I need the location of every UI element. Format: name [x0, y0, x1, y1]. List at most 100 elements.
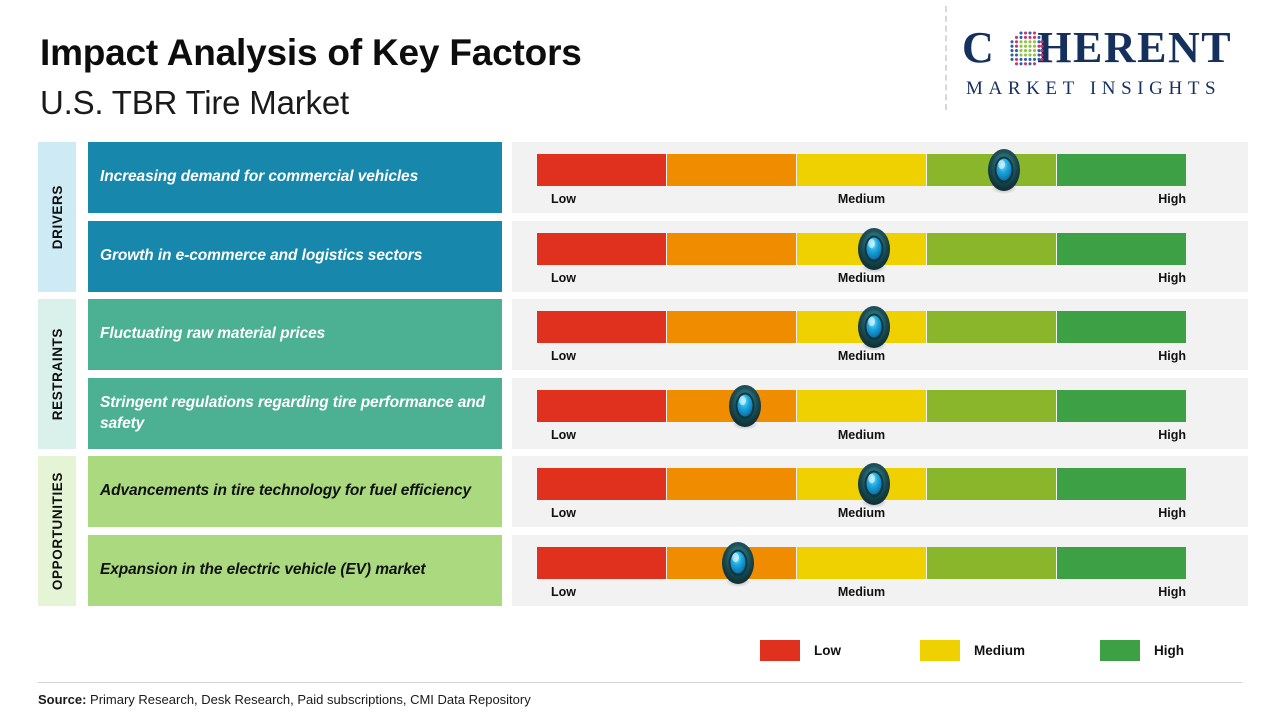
impact-matrix: DRIVERS RESTRAINTS OPPORTUNITIES Increasing…	[0, 132, 1280, 606]
gauge-tick-labels: Low Medium High	[537, 192, 1237, 212]
gauge-tick-labels: Low Medium High	[537, 428, 1237, 448]
impact-gauge: Low Medium High	[512, 456, 1248, 527]
gauge-segment-medium	[797, 154, 927, 186]
gauge-segment-low-medium	[667, 233, 797, 265]
legend-label: Low	[814, 643, 841, 658]
gauge-segment-medium	[797, 547, 927, 579]
header-divider	[945, 6, 947, 110]
logo-word-rest: HERENT	[1037, 23, 1233, 72]
table-row: Stringent regulations regarding tire per…	[0, 378, 1280, 449]
gauge-segment-medium-high	[927, 390, 1057, 422]
factor-box[interactable]: Stringent regulations regarding tire per…	[88, 378, 502, 449]
table-row: Advancements in tire technology for fuel…	[0, 456, 1280, 527]
gauge-scale-bar	[537, 547, 1186, 579]
impact-gauge: Low Medium High	[512, 142, 1248, 213]
impact-gauge: Low Medium High	[512, 378, 1248, 449]
page-title: Impact Analysis of Key Factors	[40, 32, 582, 73]
gauge-segment-low-medium	[667, 547, 797, 579]
legend: Low Medium High	[760, 640, 1220, 666]
factor-label: Increasing demand for commercial vehicle…	[100, 168, 419, 186]
gauge-tick-labels: Low Medium High	[537, 349, 1237, 369]
factor-box[interactable]: Expansion in the electric vehicle (EV) m…	[88, 535, 502, 606]
factor-box[interactable]: Advancements in tire technology for fuel…	[88, 456, 502, 527]
gauge-tick-labels: Low Medium High	[537, 585, 1237, 605]
gauge-label-medium: Medium	[837, 506, 886, 520]
gauge-scale-bar	[537, 390, 1186, 422]
gauge-label-medium: Medium	[837, 349, 886, 363]
gauge-segment-high	[1057, 547, 1186, 579]
gauge-scale-bar	[537, 233, 1186, 265]
page-subtitle: U.S. TBR Tire Market	[40, 84, 349, 121]
factor-label: Stringent regulations regarding tire per…	[100, 394, 485, 432]
table-row: Fluctuating raw material prices Low Medium…	[0, 299, 1280, 370]
category-band-opportunities: OPPORTUNITIES	[38, 456, 76, 606]
gauge-segment-medium-high	[927, 311, 1057, 343]
gauge-segment-medium	[797, 311, 927, 343]
legend-item: High	[1100, 640, 1184, 661]
logo-letter-c: C	[962, 23, 996, 72]
legend-item: Low	[760, 640, 841, 661]
table-row: Growth in e-commerce and logistics secto…	[0, 221, 1280, 292]
gauge-label-medium: Medium	[837, 192, 886, 206]
gauge-label-high: High	[1158, 585, 1186, 599]
gauge-segment-high	[1057, 311, 1186, 343]
category-band-drivers: DRIVERS	[38, 142, 76, 292]
gauge-segment-low	[537, 547, 667, 579]
gauge-label-low: Low	[551, 192, 576, 206]
gauge-tick-labels: Low Medium High	[537, 506, 1237, 526]
factor-label: Advancements in tire technology for fuel…	[100, 482, 472, 500]
table-row: Increasing demand for commercial vehicle…	[0, 142, 1280, 213]
footer-divider	[38, 682, 1242, 683]
gauge-scale-bar	[537, 154, 1186, 186]
source-text: Primary Research, Desk Research, Paid su…	[86, 692, 531, 707]
factor-label: Fluctuating raw material prices	[100, 325, 326, 343]
gauge-segment-low-medium	[667, 390, 797, 422]
gauge-segment-low	[537, 468, 667, 500]
gauge-scale-bar	[537, 311, 1186, 343]
dotted-globe-icon	[1010, 31, 1044, 66]
gauge-segment-high	[1057, 154, 1186, 186]
table-row: Expansion in the electric vehicle (EV) m…	[0, 535, 1280, 606]
legend-label: High	[1154, 643, 1184, 658]
gauge-label-medium: Medium	[837, 428, 886, 442]
impact-gauge: Low Medium High	[512, 535, 1248, 606]
gauge-segment-medium-high	[927, 233, 1057, 265]
gauge-label-low: Low	[551, 585, 576, 599]
gauge-segment-high	[1057, 390, 1186, 422]
gauge-segment-medium	[797, 468, 927, 500]
source-label: Source:	[38, 692, 87, 707]
gauge-segment-low-medium	[667, 468, 797, 500]
legend-swatch-high	[1100, 640, 1140, 661]
gauge-label-low: Low	[551, 271, 576, 285]
gauge-label-low: Low	[551, 428, 576, 442]
gauge-label-low: Low	[551, 349, 576, 363]
gauge-segment-low-medium	[667, 311, 797, 343]
factor-box[interactable]: Growth in e-commerce and logistics secto…	[88, 221, 502, 292]
factor-box[interactable]: Fluctuating raw material prices	[88, 299, 502, 370]
gauge-segment-high	[1057, 468, 1186, 500]
gauge-segment-medium-high	[927, 547, 1057, 579]
header: Impact Analysis of Key Factors U.S. TBR …	[0, 0, 1280, 132]
factor-label: Expansion in the electric vehicle (EV) m…	[100, 561, 426, 579]
gauge-segment-medium	[797, 390, 927, 422]
gauge-scale-bar	[537, 468, 1186, 500]
factor-label: Growth in e-commerce and logistics secto…	[100, 247, 423, 265]
gauge-segment-medium	[797, 233, 927, 265]
legend-swatch-medium	[920, 640, 960, 661]
logo-tagline: MARKET INSIGHTS	[966, 78, 1222, 99]
gauge-label-medium: Medium	[837, 585, 886, 599]
legend-label: Medium	[974, 643, 1026, 658]
gauge-segment-medium-high	[927, 154, 1057, 186]
factor-box[interactable]: Increasing demand for commercial vehicle…	[88, 142, 502, 213]
gauge-label-high: High	[1158, 428, 1186, 442]
gauge-tick-labels: Low Medium High	[537, 271, 1237, 291]
gauge-segment-low	[537, 390, 667, 422]
company-logo: C HERENT MARKET INSIGHTS	[962, 22, 1262, 108]
category-band-restraints: RESTRAINTS	[38, 299, 76, 449]
legend-swatch-low	[760, 640, 800, 661]
gauge-segment-medium-high	[927, 468, 1057, 500]
legend-item: Medium	[920, 640, 1025, 661]
impact-gauge: Low Medium High	[512, 299, 1248, 370]
source-note: Source: Primary Research, Desk Research,…	[38, 692, 531, 707]
